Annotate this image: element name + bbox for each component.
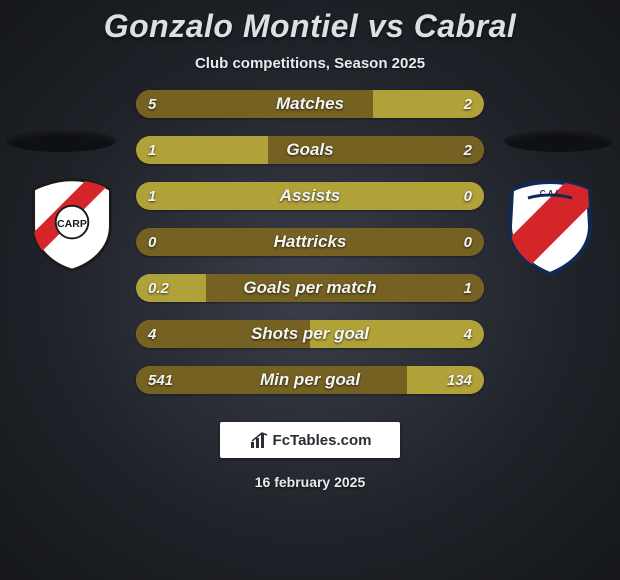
stat-row: Shots per goal44 xyxy=(136,320,484,348)
crest-left: CARP xyxy=(24,176,120,272)
stat-fill-left xyxy=(136,182,484,210)
stat-value-right: 0 xyxy=(464,182,472,210)
stat-fill-right xyxy=(268,136,484,164)
player-right-shadow xyxy=(504,130,614,152)
stat-row: Goals per match0.21 xyxy=(136,274,484,302)
stat-value-left: 4 xyxy=(148,320,156,348)
svg-text:C.A.I.: C.A.I. xyxy=(540,189,560,198)
footer-text: FcTables.com xyxy=(273,432,372,449)
stat-value-right: 0 xyxy=(464,228,472,256)
stat-row: Min per goal541134 xyxy=(136,366,484,394)
stat-value-right: 2 xyxy=(464,90,472,118)
crest-right: C.A.I. xyxy=(500,176,600,276)
stat-value-right: 134 xyxy=(447,366,472,394)
stat-label: Hattricks xyxy=(136,228,484,256)
stat-value-left: 5 xyxy=(148,90,156,118)
stat-value-left: 0.2 xyxy=(148,274,169,302)
stat-value-right: 4 xyxy=(464,320,472,348)
stat-fill-left xyxy=(136,90,373,118)
stat-row: Matches52 xyxy=(136,90,484,118)
stat-row: Assists10 xyxy=(136,182,484,210)
date-line: 16 february 2025 xyxy=(0,474,620,490)
stat-row: Hattricks0 0 xyxy=(136,228,484,256)
stat-value-left: 1 xyxy=(148,182,156,210)
page-title: Gonzalo Montiel vs Cabral xyxy=(0,0,620,45)
stat-value-left: 0 xyxy=(148,228,156,256)
stat-value-left: 1 xyxy=(148,136,156,164)
player-left-shadow xyxy=(6,130,116,152)
page-subtitle: Club competitions, Season 2025 xyxy=(0,55,620,72)
stat-fill-left xyxy=(136,366,407,394)
svg-text:CARP: CARP xyxy=(57,218,87,230)
fctables-icon xyxy=(249,430,269,450)
stat-fill-right xyxy=(206,274,484,302)
river-plate-icon: CARP xyxy=(24,176,120,272)
stat-value-right: 1 xyxy=(464,274,472,302)
stat-value-left: 541 xyxy=(148,366,173,394)
footer-logo: FcTables.com xyxy=(220,422,400,458)
stat-value-right: 2 xyxy=(464,136,472,164)
stat-fill-left xyxy=(136,320,310,348)
independiente-icon: C.A.I. xyxy=(500,176,600,276)
stat-row: Goals12 xyxy=(136,136,484,164)
